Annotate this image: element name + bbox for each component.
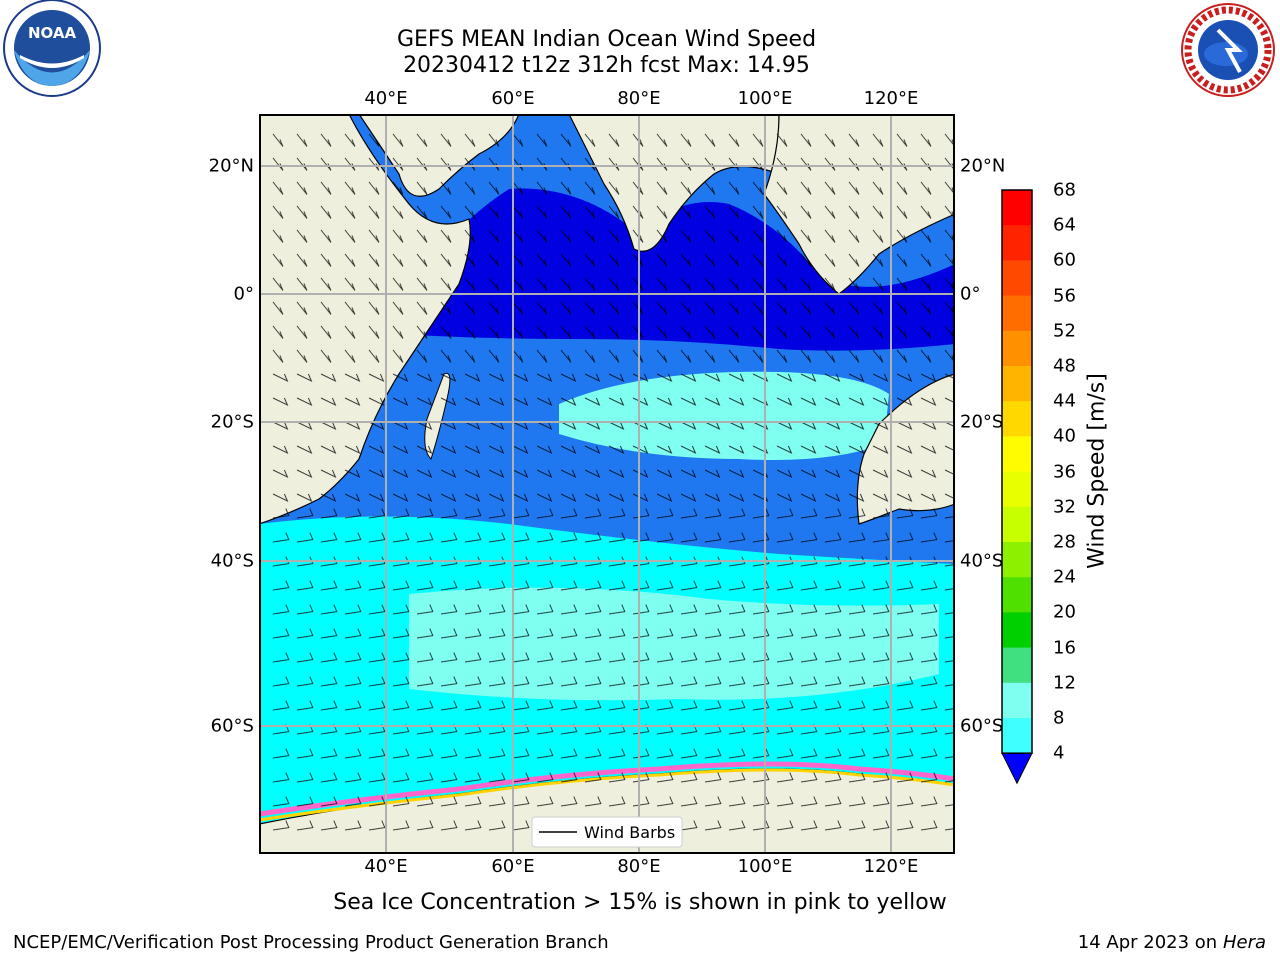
chart-subtitle: 20230412 t12z 312h fcst Max: 14.95 <box>403 53 810 78</box>
land-india <box>568 114 780 252</box>
land-australia <box>856 373 955 525</box>
trade-wind-patch <box>559 371 889 460</box>
lon-label-bottom: 100°E <box>737 856 793 877</box>
colorbar-segment <box>1002 506 1032 543</box>
wind-barbs <box>272 133 955 831</box>
colorbar-segment <box>1002 542 1032 578</box>
colorbar-tick-label: 28 <box>1053 531 1076 553</box>
lon-label-top: 120°E <box>863 88 919 109</box>
lon-label-bottom: 120°E <box>863 856 919 877</box>
colorbar-segment <box>1002 612 1032 649</box>
colorbar-title: Wind Speed [m/s] <box>1084 373 1110 569</box>
lat-label-right: 20°N <box>960 155 1006 177</box>
colorbar-tick-label: 68 <box>1053 179 1076 201</box>
lat-label-right: 60°S <box>960 715 1004 737</box>
colorbar-extend-arrow <box>1001 752 1033 785</box>
footer-credit: NCEP/EMC/Verification Post Processing Pr… <box>13 932 609 953</box>
graticule <box>259 114 955 854</box>
lon-label-bottom: 80°E <box>617 856 661 877</box>
colorbar <box>1001 189 1033 785</box>
lon-label-bottom: 40°E <box>364 856 408 877</box>
colorbar-segment <box>1002 401 1032 437</box>
colorbar-tick-label: 32 <box>1053 496 1076 518</box>
colorbar-segment <box>1002 577 1032 613</box>
lat-label-right: 40°S <box>960 550 1004 572</box>
colorbar-segment <box>1002 471 1032 508</box>
nws-logo <box>1181 3 1275 97</box>
lat-label-right: 20°S <box>960 411 1004 433</box>
colorbar-tick-label: 20 <box>1053 601 1076 623</box>
colorbar-segment <box>1002 718 1032 754</box>
lat-label-left: 40°S <box>210 550 254 572</box>
colorbar-tick-label: 56 <box>1053 285 1076 307</box>
lat-label-right: 0° <box>960 283 981 305</box>
colorbar-tick-label: 8 <box>1053 707 1065 729</box>
colorbar-segment <box>1002 330 1032 367</box>
lat-label-left: 20°S <box>210 411 254 433</box>
colorbar-segment <box>1002 366 1032 402</box>
colorbar-tick-label: 44 <box>1053 390 1076 412</box>
colorbar-tick-label: 52 <box>1053 320 1076 342</box>
lon-label-top: 100°E <box>737 88 793 109</box>
southern-peak-band <box>409 587 939 701</box>
colorbar-tick-label: 40 <box>1053 425 1076 447</box>
colorbar-tick-label: 48 <box>1053 355 1076 377</box>
colorbar-segment <box>1002 225 1032 261</box>
colorbar-tick-label: 12 <box>1053 672 1076 694</box>
lon-label-top: 80°E <box>617 88 661 109</box>
colorbar-tick-label: 24 <box>1053 566 1076 588</box>
lon-label-top: 60°E <box>491 88 535 109</box>
colorbar-segment <box>1002 190 1032 226</box>
map-panel: Wind Barbs <box>259 114 955 854</box>
lat-label-left: 20°N <box>208 155 254 177</box>
equatorial-calm-zone <box>399 188 955 351</box>
sea-ice-note: Sea Ice Concentration > 15% is shown in … <box>333 890 947 915</box>
footer-date: 14 Apr 2023 on Hera <box>1077 932 1266 953</box>
lon-label-top: 40°E <box>364 88 408 109</box>
colorbar-segment <box>1002 436 1032 473</box>
colorbar-segment <box>1002 647 1032 684</box>
colorbar-segment <box>1002 682 1032 719</box>
colorbar-tick-label: 16 <box>1053 637 1076 659</box>
noaa-logo: NOAA <box>3 0 101 97</box>
colorbar-tick-label: 64 <box>1053 214 1076 236</box>
land-southeast-asia <box>763 114 955 295</box>
svg-text:NOAA: NOAA <box>28 24 77 42</box>
lon-label-bottom: 60°E <box>491 856 535 877</box>
colorbar-segment <box>1002 295 1032 332</box>
colorbar-tick-label: 4 <box>1053 742 1065 764</box>
colorbar-tick-label: 36 <box>1053 461 1076 483</box>
colorbar-tick-label: 60 <box>1053 249 1076 271</box>
wind-barbs-legend: Wind Barbs <box>531 816 683 848</box>
chart-title: GEFS MEAN Indian Ocean Wind Speed <box>396 27 817 52</box>
legend-label: Wind Barbs <box>584 823 675 842</box>
lat-label-left: 0° <box>233 283 254 305</box>
colorbar-segment <box>1002 260 1032 297</box>
lat-label-left: 60°S <box>210 715 254 737</box>
